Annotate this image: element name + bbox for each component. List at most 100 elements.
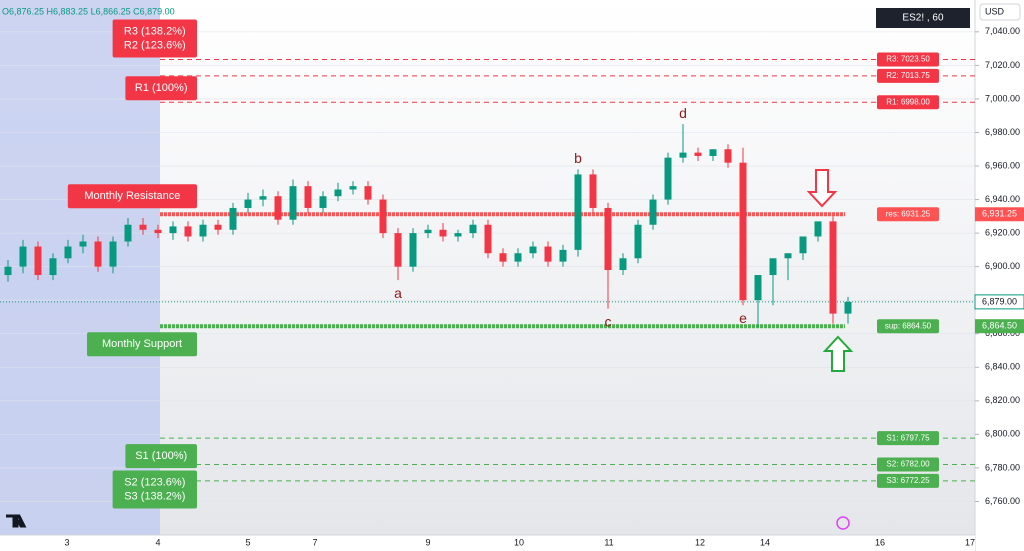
candle-body bbox=[109, 241, 117, 267]
level-label: sup: 6864.50 bbox=[885, 321, 932, 330]
symbol-box[interactable] bbox=[876, 8, 970, 28]
candle-body bbox=[304, 186, 312, 208]
level-label-box bbox=[877, 95, 939, 110]
zone-label: S2 (123.6%) bbox=[124, 476, 185, 488]
candle-body bbox=[4, 266, 12, 276]
down-arrow bbox=[806, 169, 838, 208]
candle-body bbox=[649, 199, 657, 225]
axis-label-box bbox=[974, 294, 1024, 310]
candle-body bbox=[604, 207, 612, 271]
candle-body bbox=[49, 258, 57, 276]
candle-body bbox=[439, 229, 447, 237]
candle-body bbox=[634, 224, 642, 259]
candle-body bbox=[754, 275, 762, 301]
level-label-box bbox=[877, 457, 939, 472]
candle-body bbox=[34, 246, 42, 276]
axis-label: 6,931.25 bbox=[982, 209, 1017, 219]
zone-box bbox=[125, 76, 197, 101]
candle-body bbox=[319, 196, 327, 208]
level-label-box bbox=[877, 319, 939, 334]
level-label: S2: 6782.00 bbox=[886, 460, 930, 469]
level-label-box bbox=[877, 431, 939, 446]
x-tick-label: 14 bbox=[760, 537, 770, 547]
candle-body bbox=[214, 224, 222, 230]
axis-label: 6,864.50 bbox=[982, 321, 1017, 331]
zone-label: R1 (100%) bbox=[135, 82, 188, 94]
zone-box bbox=[87, 332, 197, 357]
candle-body bbox=[769, 258, 777, 276]
zone-box bbox=[112, 470, 197, 509]
flash-icon[interactable] bbox=[836, 516, 850, 530]
candle-body bbox=[379, 199, 387, 234]
time-axis bbox=[0, 535, 975, 551]
logo bbox=[6, 514, 27, 528]
candle-body bbox=[709, 149, 717, 156]
swing-label: d bbox=[679, 105, 687, 121]
candle-body bbox=[469, 224, 477, 234]
candle-body bbox=[829, 221, 837, 314]
x-tick-label: 5 bbox=[245, 537, 250, 547]
swing-label: e bbox=[739, 310, 747, 326]
zone-box bbox=[112, 19, 197, 58]
x-tick-label: 12 bbox=[695, 537, 705, 547]
candle-body bbox=[424, 229, 432, 234]
candle-body bbox=[79, 241, 87, 247]
candle-body bbox=[199, 224, 207, 237]
candle-body bbox=[94, 241, 102, 267]
axis-label: 6,879.00 bbox=[982, 296, 1017, 306]
level-label-box bbox=[877, 473, 939, 488]
zone-box bbox=[67, 184, 197, 209]
candle-body bbox=[484, 224, 492, 254]
y-tick-label: 7,040.00 bbox=[985, 26, 1020, 36]
candle-body bbox=[184, 226, 192, 237]
y-tick-label: 6,760.00 bbox=[985, 496, 1020, 506]
level-label: R3: 7023.50 bbox=[886, 55, 930, 64]
candle-body bbox=[169, 226, 177, 234]
x-tick-label: 11 bbox=[604, 537, 613, 547]
candle-body bbox=[589, 174, 597, 208]
candle-body bbox=[349, 186, 357, 190]
candle-body bbox=[229, 207, 237, 230]
candle-body bbox=[544, 246, 552, 262]
candle-body bbox=[559, 249, 567, 262]
candle-body bbox=[124, 224, 132, 242]
candle-body bbox=[529, 246, 537, 254]
candle-body bbox=[664, 157, 672, 200]
zone-label: S1 (100%) bbox=[135, 450, 187, 462]
price-axis bbox=[975, 0, 1024, 551]
candle-body bbox=[724, 149, 732, 163]
candle-body bbox=[334, 189, 342, 197]
candle-body bbox=[364, 186, 372, 200]
zone-box bbox=[125, 444, 197, 469]
level-label: S1: 6797.75 bbox=[886, 433, 930, 442]
up-arrow bbox=[822, 335, 854, 372]
level-label-box bbox=[877, 52, 939, 67]
level-label: R1: 6998.00 bbox=[886, 97, 930, 106]
axis-label-box bbox=[975, 207, 1024, 222]
candle-body bbox=[844, 301, 852, 314]
candle-body bbox=[739, 162, 747, 301]
y-tick-label: 7,000.00 bbox=[985, 93, 1020, 103]
candle-body bbox=[814, 221, 822, 237]
candle-body bbox=[154, 229, 162, 234]
candle-body bbox=[694, 152, 702, 156]
ohlc-header: O6,876.25 H6,883.25 L6,866.25 C6,879.00 bbox=[2, 6, 175, 16]
level-label-box bbox=[877, 68, 939, 83]
candle-body bbox=[64, 246, 72, 259]
candle-body bbox=[799, 236, 807, 254]
axis-label-box bbox=[975, 319, 1024, 334]
x-tick-label: 16 bbox=[875, 537, 885, 547]
currency-box[interactable] bbox=[979, 3, 1021, 21]
y-tick-label: 6,800.00 bbox=[985, 429, 1020, 439]
candle-body bbox=[679, 152, 687, 158]
x-tick-label: 4 bbox=[155, 537, 160, 547]
x-tick-label: 3 bbox=[64, 537, 69, 547]
x-tick-label: 9 bbox=[425, 537, 430, 547]
y-tick-label: 6,900.00 bbox=[985, 261, 1020, 271]
candle-body bbox=[139, 224, 147, 230]
swing-label: a bbox=[394, 285, 402, 301]
swing-label: c bbox=[605, 313, 612, 329]
zone-label: R2 (123.6%) bbox=[124, 39, 186, 51]
